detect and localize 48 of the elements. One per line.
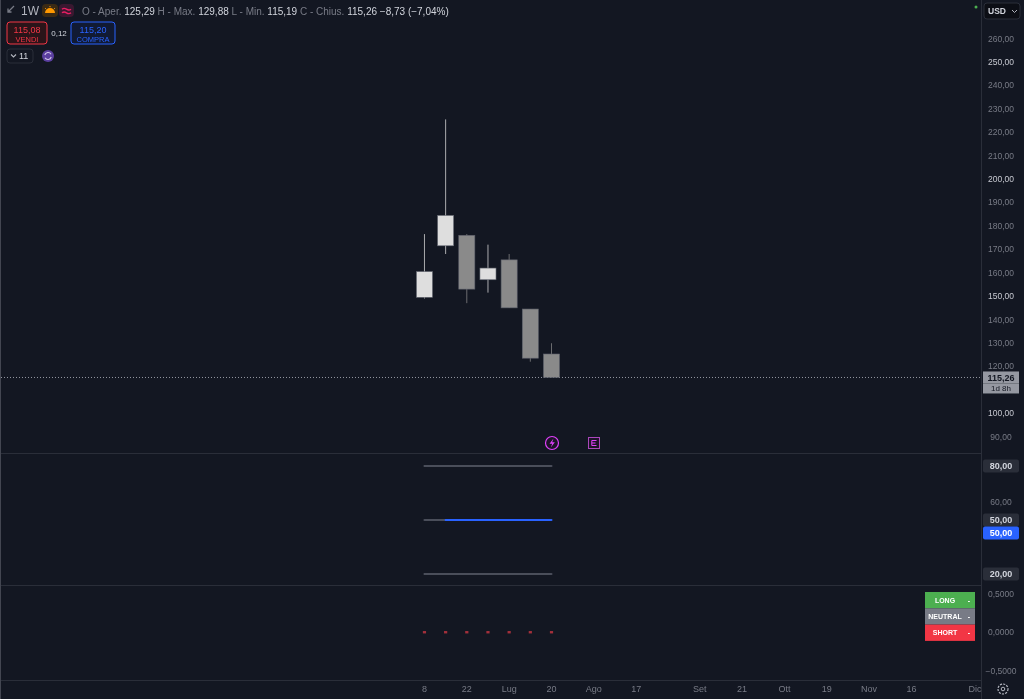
y-tick-label: 260,00 xyxy=(988,33,1015,44)
y-tick-label: 50,00 xyxy=(989,515,1013,526)
y-tick-label: 250,00 xyxy=(988,57,1015,68)
y-tick-label: 180,00 xyxy=(988,220,1015,231)
annotation: 115,08 xyxy=(13,24,41,35)
x-tick-label: 16 xyxy=(906,684,917,695)
y-tick-label: 190,00 xyxy=(988,197,1015,208)
y-tick-label: 0,0000 xyxy=(988,627,1015,638)
y-axis-title: USD xyxy=(988,5,1006,16)
y-tick-label: 150,00 xyxy=(988,291,1015,302)
y-tick-label: 220,00 xyxy=(988,127,1015,138)
y-tick-label: 130,00 xyxy=(988,337,1015,348)
text: O - Aper. 125,29 H - Max. 129,88 L - Min. 115,19 C - Chius. 115,26 −8,73 (−7,04%) xyxy=(82,5,449,17)
x-tick-label: 22 xyxy=(461,684,472,695)
y-tick-label: 230,00 xyxy=(988,103,1015,114)
x-tick-label: Ott xyxy=(778,684,791,695)
y-tick-label: 80,00 xyxy=(989,461,1013,472)
annotation: 115,20 xyxy=(79,24,107,35)
x-tick-label: Ago xyxy=(585,684,602,695)
y-tick-label: 60,00 xyxy=(990,497,1012,508)
y-tick-label: 90,00 xyxy=(990,431,1012,442)
annotation: 11 xyxy=(19,51,29,62)
x-tick-label: 17 xyxy=(631,684,642,695)
y-tick-label: −0,5000 xyxy=(985,665,1017,676)
y-tick-label: 140,00 xyxy=(988,314,1015,325)
x-tick-label: Lug xyxy=(501,684,517,695)
y-tick-label: 200,00 xyxy=(988,174,1015,185)
x-tick-label: Nov xyxy=(861,684,878,695)
y-tick-label: 240,00 xyxy=(988,80,1015,91)
chart-title: 1W xyxy=(21,4,40,18)
text: 1d 8h xyxy=(990,384,1012,394)
y-tick-label: 210,00 xyxy=(988,150,1015,161)
annotation: 0,12 xyxy=(51,28,68,38)
x-tick-label: Set xyxy=(692,684,707,695)
candlestick xyxy=(479,244,497,294)
x-tick-label: 20 xyxy=(546,684,557,695)
x-tick-label: Dic xyxy=(968,684,982,695)
y-tick-label: 100,00 xyxy=(988,408,1015,419)
y-tick-label: 160,00 xyxy=(988,267,1015,278)
y-tick-label: 120,00 xyxy=(988,361,1015,372)
x-tick-label: 8 xyxy=(421,684,427,695)
candlestick xyxy=(543,342,560,379)
y-tick-label: 170,00 xyxy=(988,244,1015,255)
ref-line-label: 115,26 xyxy=(987,372,1015,383)
x-tick-label: 21 xyxy=(737,684,748,695)
y-tick-label: 20,00 xyxy=(989,569,1013,580)
y-tick-label: 0,5000 xyxy=(988,588,1015,599)
x-tick-label: 19 xyxy=(821,684,832,695)
